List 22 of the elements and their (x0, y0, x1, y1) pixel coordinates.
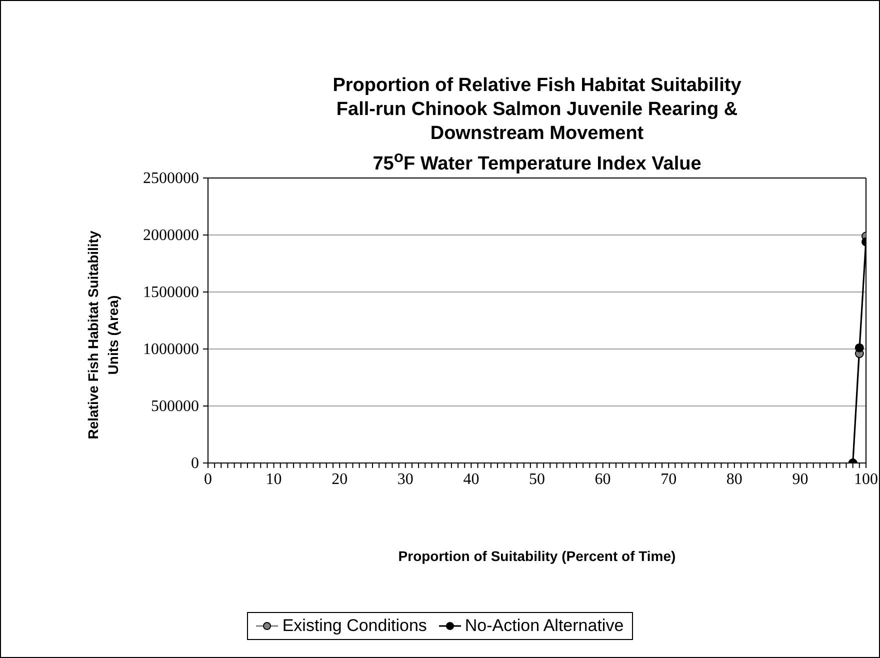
y-tick-label: 0 (191, 455, 199, 472)
x-tick-label: 40 (463, 471, 480, 488)
legend-label: Existing Conditions (282, 616, 427, 636)
x-tick-label: 50 (529, 471, 545, 488)
x-tick-label: 100 (854, 471, 878, 488)
y-axis-title: Relative Fish Habitat Suitability Units (Area) (84, 230, 122, 442)
x-tick-label: 90 (792, 471, 808, 488)
x-tick-label: 0 (204, 471, 212, 488)
y-tick-label: 1000000 (143, 341, 199, 358)
x-tick-label: 30 (397, 471, 414, 488)
x-axis-title: Proportion of Suitability (Percent of Time) (397, 548, 677, 564)
legend-label: No-Action Alternative (464, 616, 624, 636)
y-tick-label: 2000000 (143, 227, 199, 244)
x-tick-label: 70 (660, 471, 677, 488)
x-tick-label: 20 (332, 471, 348, 488)
y-tick-label: 500000 (151, 398, 199, 415)
chart-title: Proportion of Relative Fish Habitat Suitability Fall-run Chinook Salmon Juvenile Rearing & Downstream Movement 75$^{o}$F Water Temperature Index Value (332, 75, 742, 174)
x-tick-label: 60 (594, 471, 611, 488)
y-tick-label: 1500000 (143, 284, 199, 301)
x-tick-label: 10 (266, 471, 282, 488)
y-tick-label: 2500000 (143, 170, 199, 187)
x-tick-label: 80 (726, 471, 742, 488)
